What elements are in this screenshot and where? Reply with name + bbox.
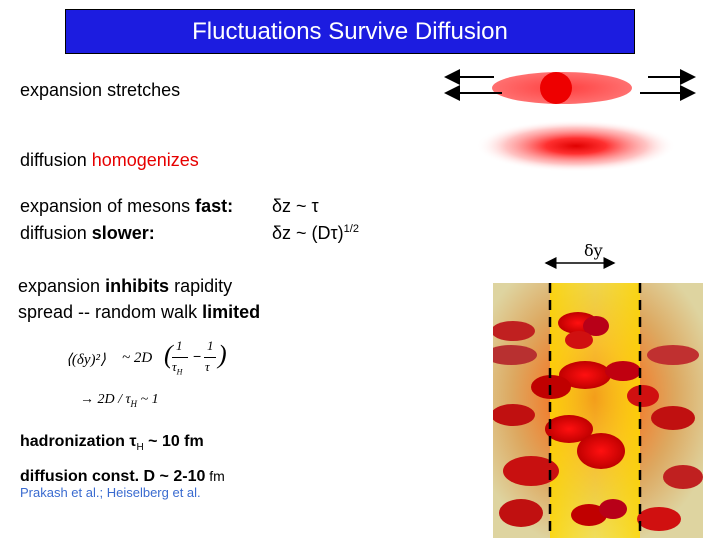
limited-word: limited bbox=[202, 302, 261, 322]
fluct-spot bbox=[545, 415, 593, 443]
rapidity-fluctuation-panel bbox=[493, 283, 703, 538]
formula-num2: 1 bbox=[207, 338, 214, 353]
homogenizes-word: homogenizes bbox=[91, 150, 199, 170]
hadronization-value: ~ 10 fm bbox=[143, 433, 204, 450]
expansion-illustration bbox=[444, 69, 696, 172]
spread-a: spread -- random walk bbox=[18, 302, 203, 322]
mesons-relation: δz ~ τ bbox=[272, 196, 319, 216]
diffusion-relation: δz ~ (Dτ)1/2 bbox=[272, 223, 359, 244]
fluct-spot bbox=[663, 465, 703, 489]
formula-den1-sub: H bbox=[176, 367, 183, 377]
inhibits-word: inhibits bbox=[105, 276, 170, 296]
diffusion-word: diffusion bbox=[20, 150, 92, 170]
fluct-spot bbox=[577, 433, 625, 469]
citation-text: Prakash et al.; Heiselberg et al. bbox=[20, 485, 201, 500]
hadronization-line: hadronization τH ~ 10 fm bbox=[20, 433, 204, 453]
diffusion-const-main: diffusion const. D ~ 2-10 bbox=[20, 468, 206, 485]
formula-limit: → 2D / τH ~ 1 bbox=[80, 392, 159, 409]
fluct-spot bbox=[583, 316, 609, 336]
inhibits-c: rapidity bbox=[169, 276, 233, 296]
fluct-spot bbox=[559, 361, 611, 389]
inhibits-a: expansion bbox=[18, 276, 106, 296]
formula-den1-tau: τ bbox=[172, 359, 177, 374]
fluct-spot bbox=[627, 385, 659, 407]
formula-lparen: ( bbox=[164, 340, 173, 369]
inhibits-line: expansion inhibits rapidity bbox=[18, 276, 232, 297]
formula-rel: ~ 2D bbox=[122, 350, 153, 366]
fluct-spot bbox=[637, 507, 681, 531]
fluct-spot bbox=[647, 345, 699, 365]
diffusion-const-unit: fm bbox=[205, 468, 225, 484]
fluct-spot bbox=[503, 456, 559, 486]
diffusion-const-line: diffusion const. D ~ 2-10 fm bbox=[20, 468, 225, 486]
diffusion-homogenizes-text: diffusion homogenizes bbox=[20, 150, 199, 171]
diffusion-relation-main: δz ~ (Dτ) bbox=[272, 223, 344, 243]
hadronization-main: hadronization τ bbox=[20, 433, 137, 450]
fluct-spot bbox=[571, 504, 607, 526]
formula-minus: − bbox=[193, 348, 202, 364]
fluct-spot bbox=[651, 406, 695, 430]
fluct-spot bbox=[565, 331, 593, 349]
delta-y-arrow bbox=[544, 257, 616, 269]
fluct-spot bbox=[605, 361, 641, 381]
mesons-fast: fast: bbox=[195, 196, 234, 216]
delta-y-label: δy bbox=[584, 241, 603, 260]
formula-den2: τ bbox=[205, 359, 210, 374]
diffusion-slow-label: diffusion bbox=[20, 223, 92, 243]
fluct-spot bbox=[599, 499, 627, 519]
fluct-spot bbox=[493, 345, 537, 365]
rapidity-variance-formula: ⟨(δy)²⟩ ~ 2D ( 1 τH − 1 τ ) → 2D / τH ~ … bbox=[66, 336, 227, 416]
fluct-spot bbox=[499, 499, 543, 527]
formula-den1: τH bbox=[172, 359, 182, 377]
formula-fraction-bar-1 bbox=[172, 357, 188, 358]
formula-limit-end: ~ 1 bbox=[137, 392, 159, 407]
diffusion-relation-exponent: 1/2 bbox=[343, 223, 359, 235]
fluct-spot bbox=[493, 404, 535, 426]
formula-rparen: ) bbox=[218, 340, 227, 369]
formula-limit-main: → 2D / τ bbox=[80, 392, 131, 407]
formula-num1: 1 bbox=[176, 338, 183, 353]
diffusion-slower-word: slower: bbox=[91, 223, 155, 243]
mesons-label: expansion of mesons bbox=[20, 196, 196, 216]
diffusion-slower-line: diffusion slower: bbox=[20, 223, 155, 244]
title-banner: Fluctuations Survive Diffusion bbox=[65, 9, 635, 54]
expansion-stretches-text: expansion stretches bbox=[20, 80, 181, 100]
spread-line: spread -- random walk limited bbox=[18, 302, 260, 323]
slide-title: Fluctuations Survive Diffusion bbox=[192, 17, 508, 45]
core-circle bbox=[540, 72, 572, 104]
mesons-line: expansion of mesons fast: bbox=[20, 196, 233, 217]
formula-lhs: ⟨(δy)²⟩ bbox=[66, 352, 106, 368]
fluct-spot bbox=[493, 321, 535, 341]
formula-limit-sub: H bbox=[130, 398, 138, 409]
hadronization-sub: H bbox=[136, 442, 144, 454]
diffuse-blob bbox=[476, 120, 676, 172]
formula-fraction-bar-2 bbox=[204, 357, 216, 358]
